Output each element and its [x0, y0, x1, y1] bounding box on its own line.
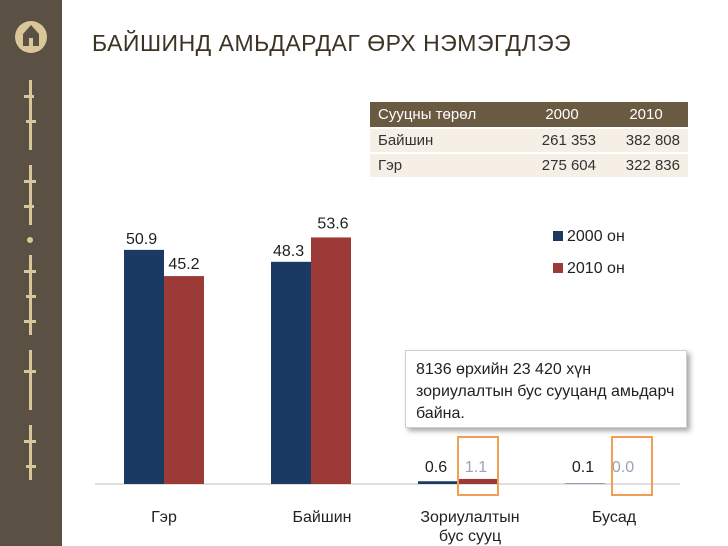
data-label-0-1: 48.3 — [273, 243, 304, 260]
legend-label-1: 2010 он — [567, 260, 625, 277]
category-label-3: Бусад — [592, 509, 637, 526]
table-row: Гэр 275 604 322 836 — [370, 152, 688, 177]
table-header-row: Сууцны төрөл 2000 2010 — [370, 102, 688, 128]
decorative-sidebar — [0, 0, 62, 546]
callout-text: 8136 өрхийн 23 420 хүн зориулалтын бус с… — [416, 361, 675, 422]
table-cell: 261 353 — [520, 127, 604, 153]
category-label-1: Байшин — [293, 509, 352, 526]
legend-swatch-0 — [553, 231, 563, 241]
category-label-2: Зориулалтын — [420, 509, 519, 526]
data-label-1-3: 0.0 — [612, 459, 634, 476]
table-header-2000: 2000 — [520, 102, 604, 128]
vertical-script-ornament — [24, 80, 36, 480]
bar-1-0 — [164, 276, 204, 484]
callout-box: 8136 өрхийн 23 420 хүн зориулалтын бус с… — [405, 350, 687, 428]
category-label-0: Гэр — [151, 509, 177, 526]
data-label-0-0: 50.9 — [126, 231, 157, 248]
table-cell: 322 836 — [604, 152, 688, 177]
highlight-box-2 — [457, 436, 499, 496]
bar-1-2 — [458, 478, 498, 484]
legend-label-0: 2000 он — [567, 228, 625, 245]
bar-0-0 — [124, 249, 164, 484]
emblem-icon — [15, 21, 47, 53]
table-row: Байшин 261 353 382 808 — [370, 127, 688, 153]
legend-swatch-1 — [553, 263, 563, 273]
data-label-1-1: 53.6 — [317, 215, 348, 232]
category-label-2: бус сууц — [439, 528, 501, 545]
data-label-1-2: 1.1 — [465, 459, 487, 476]
housing-table: Сууцны төрөл 2000 2010 Байшин 261 353 38… — [370, 102, 688, 177]
bar-1-1 — [311, 237, 351, 484]
highlight-box-3 — [611, 436, 653, 496]
data-label-0-3: 0.1 — [572, 459, 594, 476]
table-cell: 382 808 — [604, 127, 688, 153]
page-title: БАЙШИНД АМЬДАРДАГ ӨРХ НЭМЭГДЛЭЭ — [92, 30, 572, 56]
bar-0-1 — [271, 261, 311, 484]
table-header-type: Сууцны төрөл — [370, 102, 520, 128]
table-cell: Гэр — [370, 152, 520, 177]
table-cell: Байшин — [370, 127, 520, 153]
data-label-0-2: 0.6 — [425, 459, 447, 476]
data-label-1-0: 45.2 — [168, 256, 199, 273]
bar-0-2 — [418, 481, 458, 484]
table-header-2010: 2010 — [604, 102, 688, 128]
table-cell: 275 604 — [520, 152, 604, 177]
